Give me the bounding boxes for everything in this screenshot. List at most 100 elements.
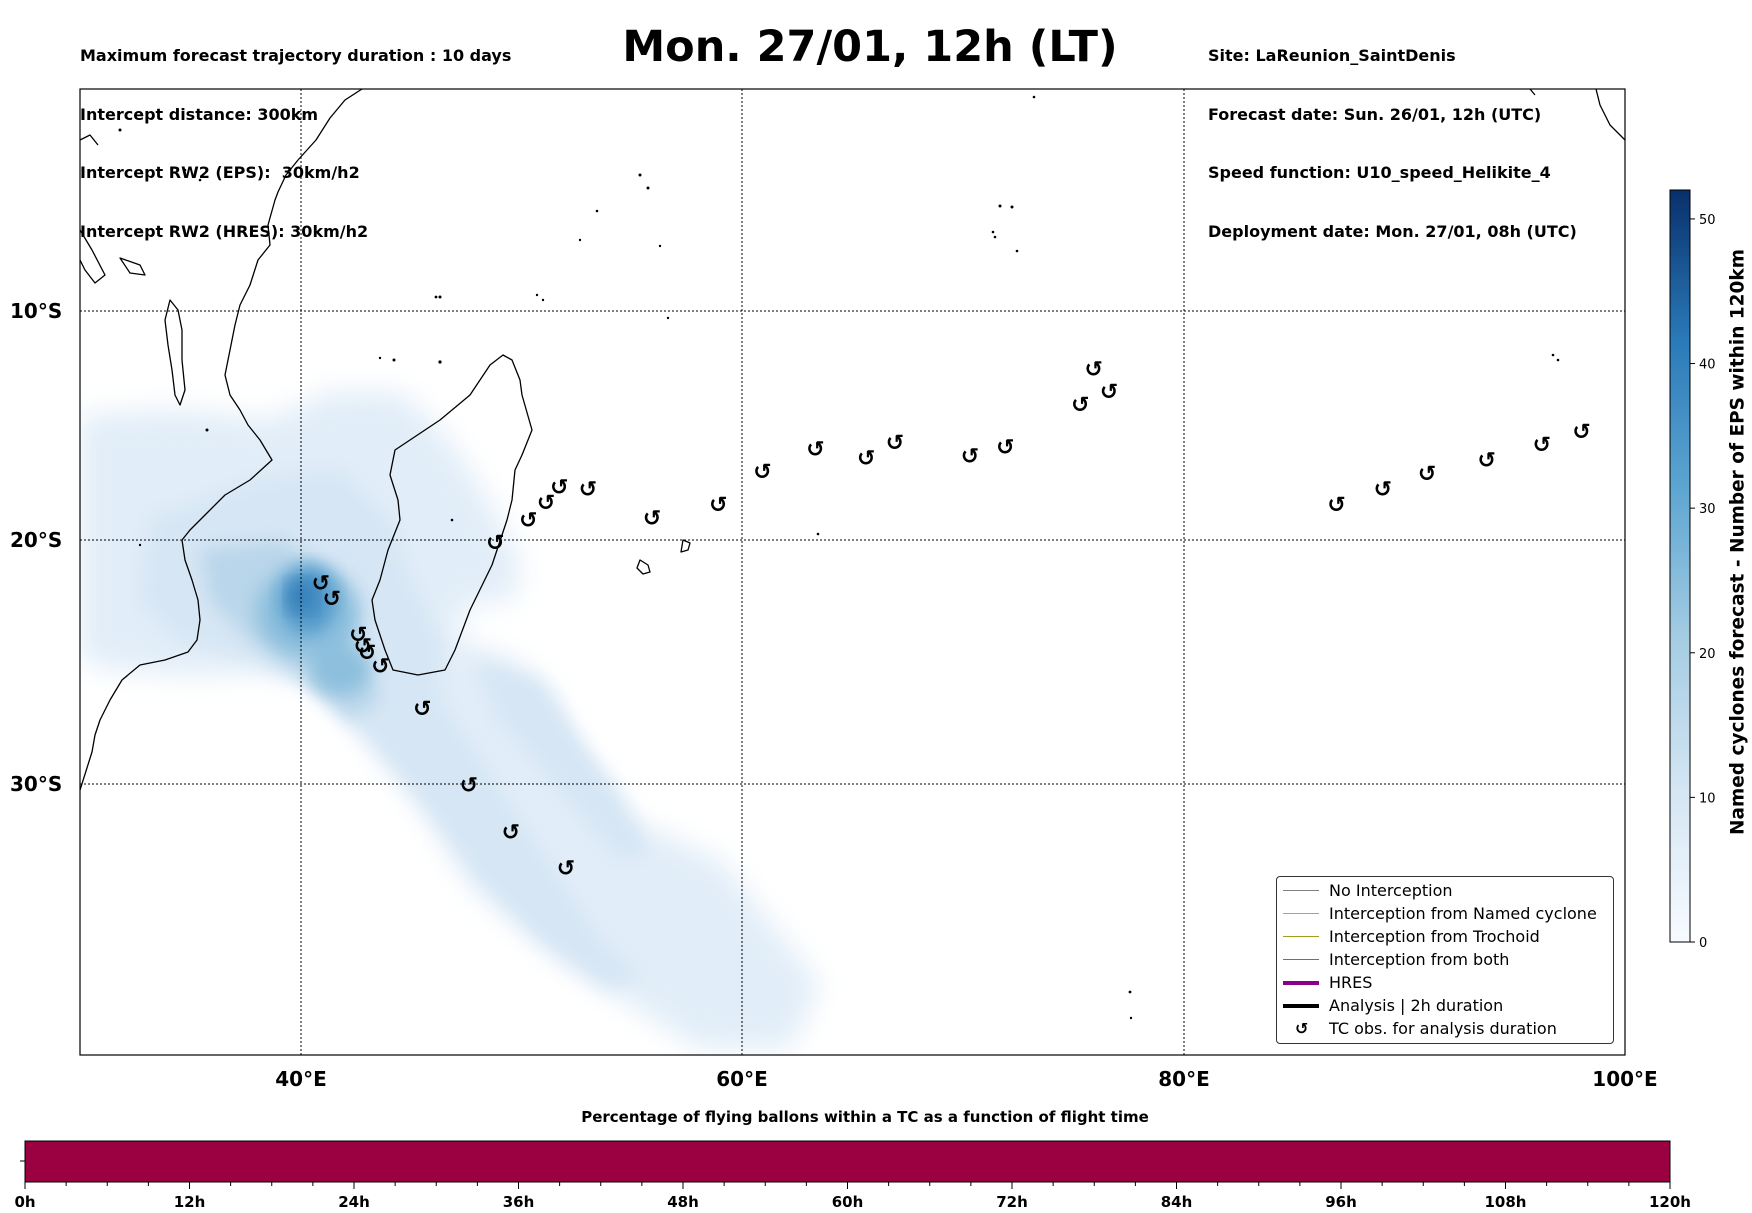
cyclone-icon: ↺ [709,493,727,518]
legend-label: Interception from both [1329,950,1510,969]
cyclone-icon: ↺ [643,507,661,532]
site-info: Site: LaReunion_SaintDenis Forecast date… [1208,7,1577,261]
cyclone-icon: ↺ [349,623,367,648]
colorbar-ticks: 0 10 20 30 40 50 [1690,213,1716,951]
cyclone-icon: ↺ [413,697,431,722]
colorbar-tick-label: 30 [1699,502,1716,517]
flight-tick-label: 36h [503,1193,535,1211]
map-area: ↺ ↺ ↺ ↺ ↺ ↺ ↺ ↺ ↺ ↺ ↺ ↺ ↺ ↺ ↺ ↺ ↺ ↺ ↺ ↺ ↺ ↺ ↺ ↺ ↺ ↺ ↺ ↺ ↺ ↺ ↺ ↺ [80,89,1625,1055]
legend-line [1283,959,1319,960]
flight-tick-label: 0h [14,1193,35,1211]
tc-observations: ↺ ↺ ↺ ↺ ↺ ↺ ↺ ↺ ↺ ↺ ↺ ↺ ↺ ↺ ↺ ↺ ↺ ↺ ↺ ↺ ↺ ↺ ↺ ↺ ↺ ↺ ↺ ↺ ↺ ↺ ↺ ↺ [312,358,1591,882]
cyclone-icon: ↺ [354,634,372,659]
cyclone-icon: ↺ [1295,1019,1309,1038]
cyclone-icon: ↺ [1477,449,1495,474]
flight-tick-label: 84h [1161,1193,1193,1211]
param-line: Intercept distance: 300km [80,104,319,124]
cyclone-icon: ↺ [460,773,478,798]
flight-tick-label: 60h [832,1193,864,1211]
cyclone-icon: ↺ [1533,433,1551,458]
eps-density-field [80,392,820,1048]
legend-item-hres: HRES [1277,972,1613,994]
lon-label: 80°E [1158,1067,1210,1091]
colorbar-gradient [1669,189,1691,943]
cyclone-icon: ↺ [1100,380,1118,405]
cyclone-icon: ↺ [1572,420,1590,445]
legend-item-trochoid: Interception from Trochoid [1277,926,1613,948]
legend-line [1283,981,1319,985]
colorbar-tick-label: 40 [1699,358,1716,373]
legend-line [1283,890,1319,891]
cyclone-icon: ↺ [753,460,771,485]
flight-time-title: Percentage of flying ballons within a TC… [581,1108,1149,1126]
lat-label: 20°S [10,528,62,552]
cyclone-icon: ↺ [358,641,376,666]
lat-label: 10°S [10,299,62,323]
flight-tick-label: 96h [1325,1193,1357,1211]
lon-label: 40°E [275,1067,327,1091]
legend: No Interception Interception from Named … [1276,876,1614,1044]
cyclone-icon: ↺ [1418,462,1436,487]
legend-label: Interception from Named cyclone [1329,904,1597,923]
flight-tick-label: 24h [338,1193,370,1211]
cyclone-icon: ↺ [806,438,824,463]
colorbar-tick-label: 0 [1699,936,1707,951]
africa-coast [80,89,363,791]
legend-item-no-interception: No Interception [1277,880,1613,902]
legend-line [1283,1004,1319,1008]
map-frame [79,88,1626,1056]
param-line: Maximum forecast trajectory duration : 1… [80,46,512,65]
cyclone-icon: ↺ [312,571,330,596]
param-line: Intercept RW2 (HRES): 30km/h2 [80,221,369,241]
colorbar: 0 10 20 30 40 50 [1669,189,1716,951]
forecast-parameters: Maximum forecast trajectory duration : 1… [80,7,511,261]
flight-tick-label: 108h [1485,1193,1527,1211]
legend-label: TC obs. for analysis duration [1329,1019,1557,1038]
legend-label: No Interception [1329,881,1453,900]
cyclone-icon: ↺ [1374,478,1392,503]
flight-time-fill [24,1140,1671,1183]
cyclone-icon: ↺ [886,431,904,456]
cyclone-icon: ↺ [1084,358,1102,383]
cyclone-icon: ↺ [857,447,875,472]
legend-label: Interception from Trochoid [1329,927,1540,946]
flight-tick-label: 72h [996,1193,1028,1211]
map-title: Mon. 27/01, 12h (LT) [622,22,1118,72]
cyclone-icon: ↺ [961,444,979,469]
legend-item-analysis: Analysis | 2h duration [1277,995,1613,1017]
cyclone-icon: ↺ [486,531,504,556]
cyclone-icon: ↺ [371,655,389,680]
colorbar-tick-label: 20 [1699,647,1716,662]
legend-item-tc-obs: ↺ TC obs. for analysis duration [1277,1018,1613,1040]
axis-labels: 10°S 20°S 30°S 40°E 60°E 80°E 100°E [10,299,1658,1091]
cyclone-icon: ↺ [557,857,575,882]
colorbar-label: Named cyclones forecast - Number of EPS … [1727,248,1749,836]
flight-time-bar: 0h 12h 24h 36h 48h 60h 72h 84h 96h 108h 120h [14,1140,1691,1211]
cyclone-icon: ↺ [579,478,597,503]
island-west [164,299,186,406]
flight-tick-label: 48h [667,1193,699,1211]
legend-item-both: Interception from both [1277,949,1613,971]
cyclone-icon: ↺ [550,475,568,500]
cyclone-icon: ↺ [519,509,537,534]
flight-time-ticks: 0h 12h 24h 36h 48h 60h 72h 84h 96h 108h 120h [14,1182,1691,1211]
lon-label: 60°E [716,1067,768,1091]
flight-tick-label: 120h [1649,1193,1691,1211]
legend-item-named-cyclone: Interception from Named cyclone [1277,903,1613,925]
colorbar-tick-label: 50 [1699,213,1716,228]
coastlines [80,89,1625,791]
legend-line [1283,913,1319,914]
graticule [80,89,1625,1055]
lon-label: 100°E [1592,1067,1657,1091]
cyclone-icon: ↺ [537,491,555,516]
site-line: Deployment date: Mon. 27/01, 08h (UTC) [1208,221,1577,241]
cyclone-icon: ↺ [996,435,1014,460]
lat-label: 30°S [10,772,62,796]
cyclone-icon: ↺ [502,821,520,846]
colorbar-tick-label: 10 [1699,791,1716,806]
legend-line [1283,936,1319,937]
site-line: Site: LaReunion_SaintDenis [1208,46,1456,65]
legend-label: Analysis | 2h duration [1329,996,1504,1015]
cyclone-icon: ↺ [323,587,341,612]
